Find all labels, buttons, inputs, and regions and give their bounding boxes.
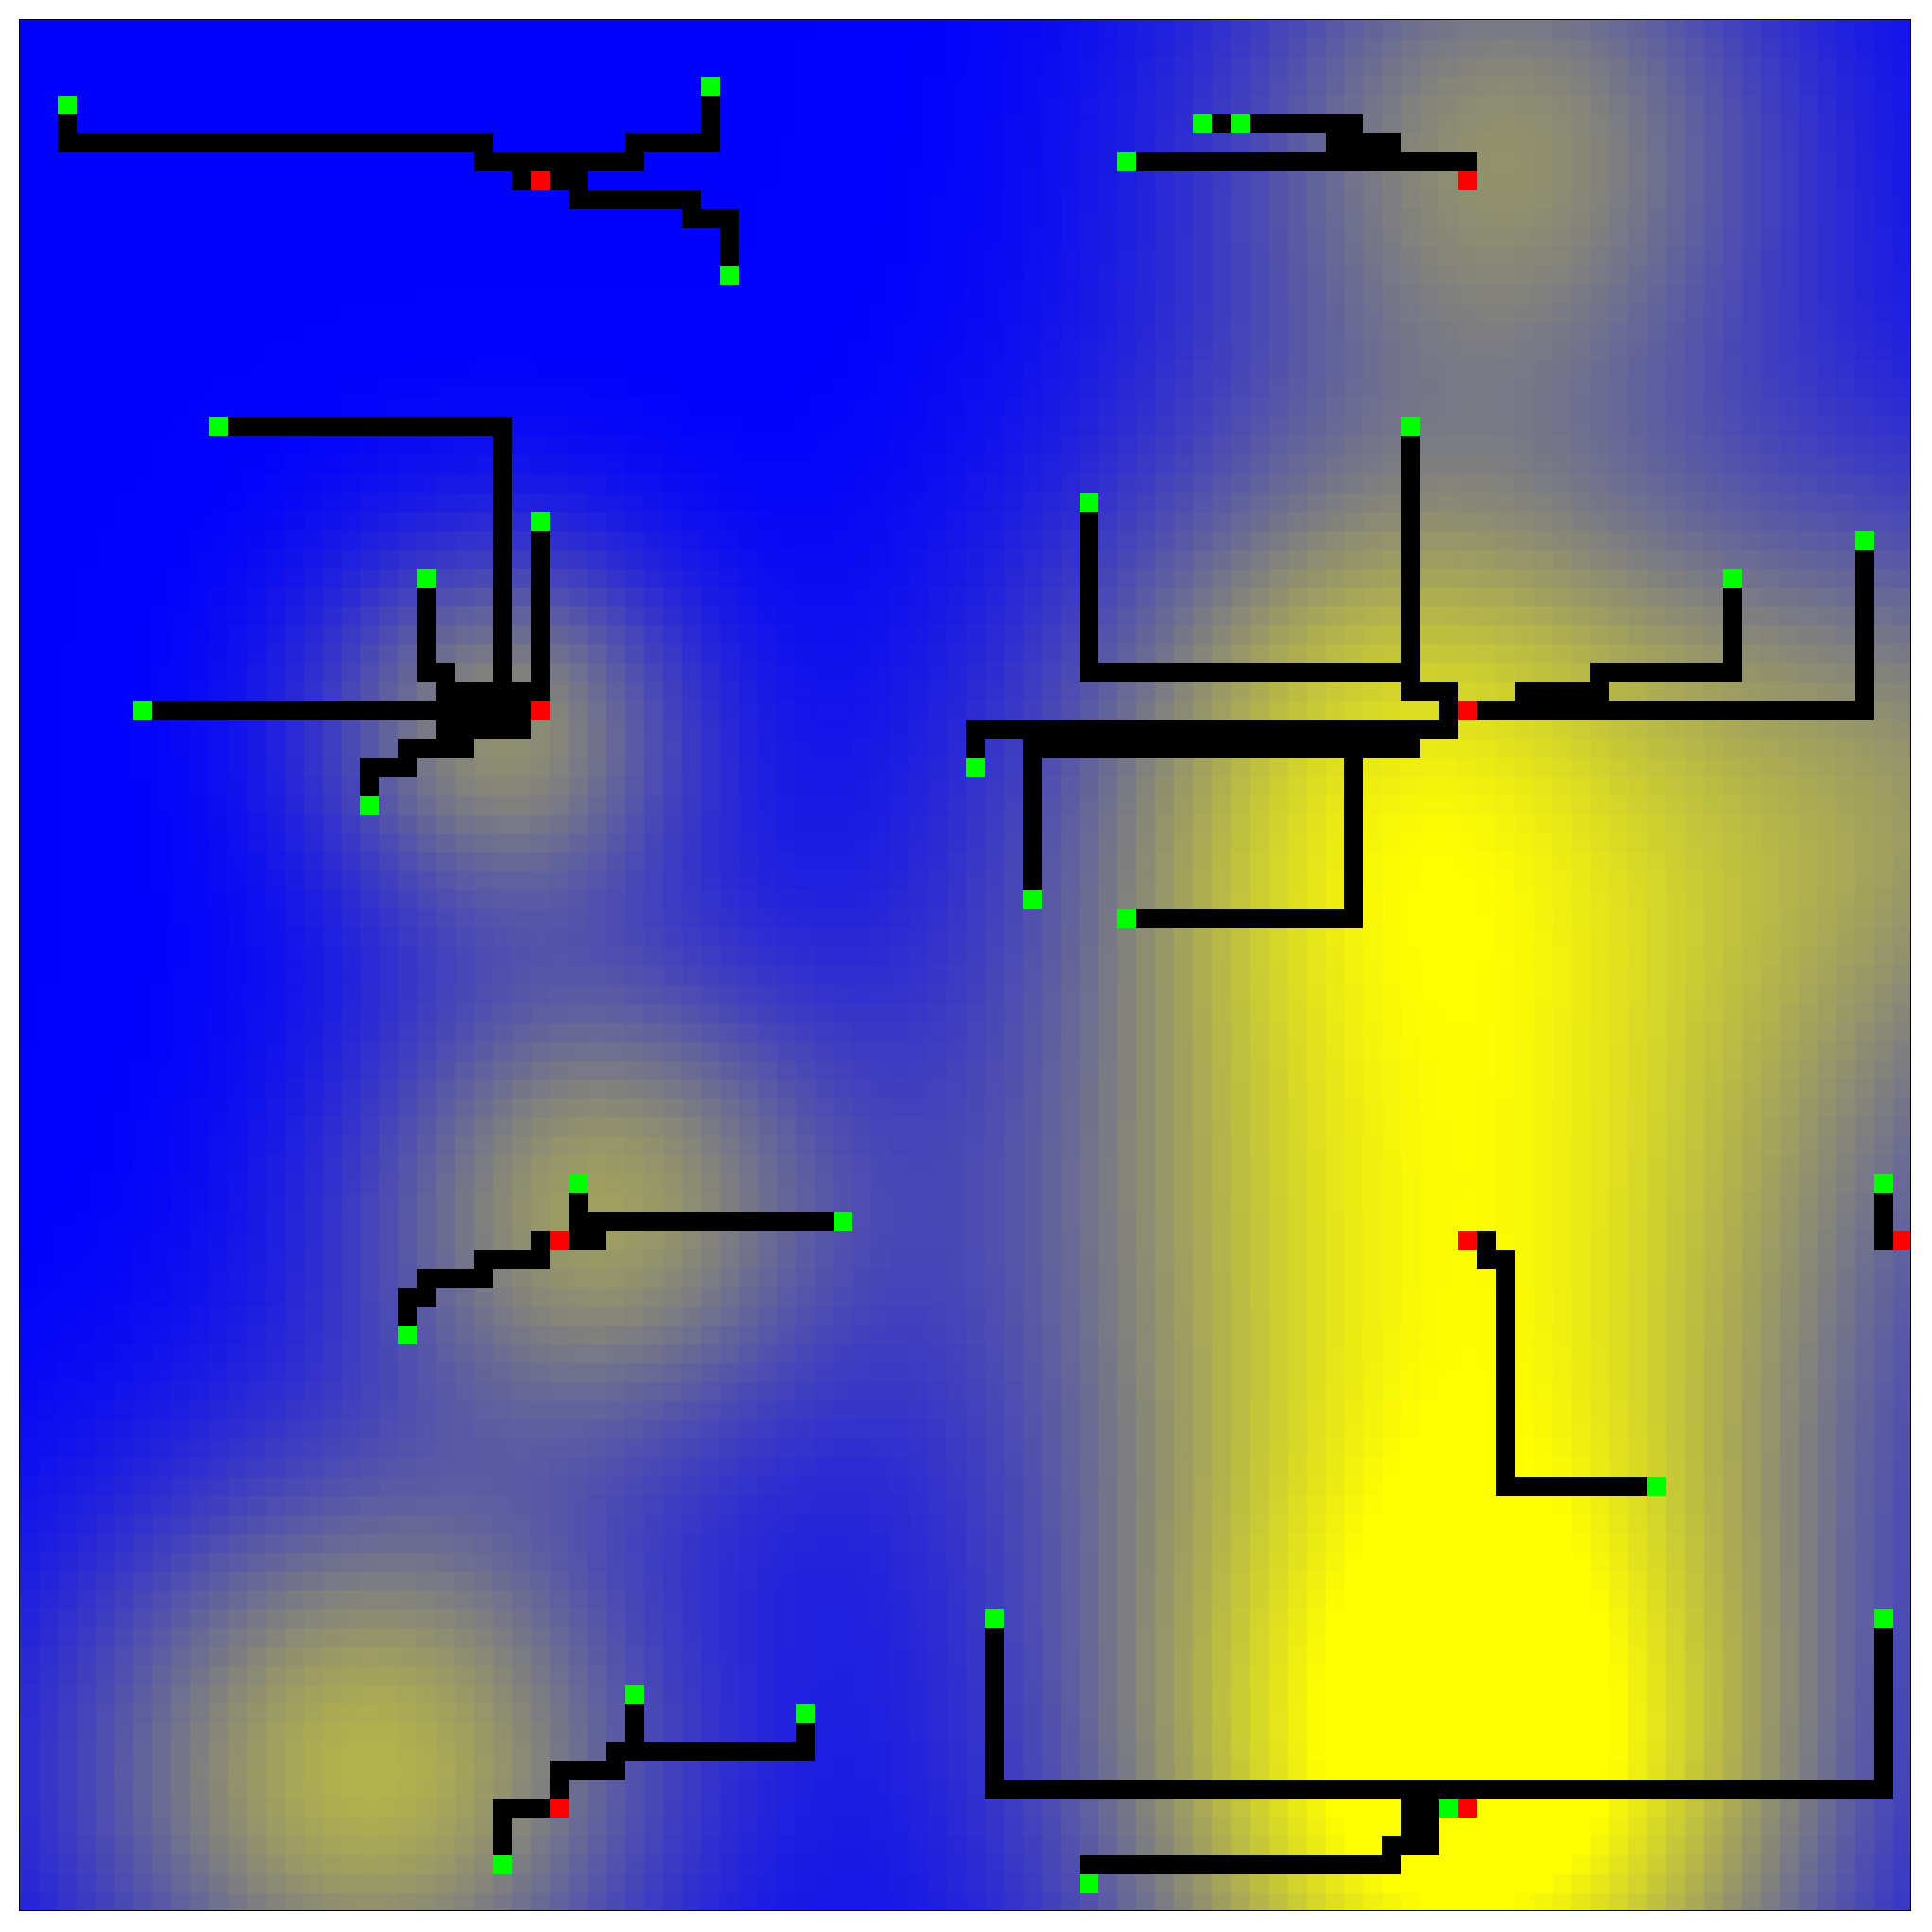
wire-segment <box>1874 1193 1893 1250</box>
wire-segment <box>1080 512 1098 682</box>
terminal-pin <box>1855 531 1874 550</box>
wire-segment <box>1136 152 1477 171</box>
wire-segment <box>1023 739 1042 890</box>
wire-segment <box>720 209 739 266</box>
wire-segment <box>58 133 493 152</box>
terminal-pin <box>1023 890 1042 909</box>
wire-segment <box>493 1799 512 1855</box>
terminal-pin <box>1193 114 1212 133</box>
wire-segment <box>1080 663 1420 682</box>
terminal-pin <box>985 1609 1004 1628</box>
source-pin <box>550 1231 569 1250</box>
terminal-pin <box>417 569 436 588</box>
wire-segment <box>985 1780 1893 1799</box>
wire-segment <box>569 190 701 209</box>
terminal-pin <box>58 96 77 114</box>
terminal-pin <box>1117 152 1136 171</box>
wire-segment <box>701 96 720 152</box>
terminal-pin <box>1401 417 1420 436</box>
wire-segment <box>512 152 531 190</box>
source-pin <box>1893 1231 1910 1250</box>
wire-segment <box>531 531 550 701</box>
terminal-pin <box>1874 1174 1893 1193</box>
wire-segment <box>474 152 644 171</box>
terminal-pin <box>493 1855 512 1874</box>
wire-segment <box>966 720 985 758</box>
wire-segment <box>1590 663 1742 682</box>
wire-segment <box>417 588 436 682</box>
wire-segment <box>1496 1477 1647 1496</box>
wire-segment <box>625 133 720 152</box>
wire-segment <box>569 1212 834 1231</box>
terminal-pin <box>133 701 152 720</box>
wire-segment <box>1344 739 1363 928</box>
net-4 <box>966 417 1874 928</box>
wire-segment <box>1401 436 1420 682</box>
terminal-pin <box>701 77 720 96</box>
routing-grid-plot <box>19 19 1911 1911</box>
wire-segment <box>1477 701 1874 720</box>
source-pin <box>1458 701 1477 720</box>
wire-segment <box>152 701 531 720</box>
terminal-pin <box>796 1704 815 1723</box>
wire-segment <box>985 1628 1004 1799</box>
terminal-pin <box>1080 1874 1098 1893</box>
net-6 <box>1458 1231 1666 1496</box>
wire-segment <box>1136 909 1363 928</box>
wire-segment <box>398 1288 417 1326</box>
net-1 <box>58 77 739 285</box>
wire-segment <box>550 1761 569 1799</box>
terminal-pin <box>1723 569 1742 588</box>
terminal-pin <box>1080 493 1098 512</box>
wire-segment <box>1855 550 1874 720</box>
wire-segment <box>966 720 1458 739</box>
net-9 <box>985 1609 1893 1893</box>
wire-segment <box>1326 133 1363 152</box>
terminal-pin <box>625 1685 644 1704</box>
source-pin <box>550 1799 569 1818</box>
wire-segment <box>436 663 455 701</box>
wire-segment <box>1496 1250 1515 1496</box>
terminal-pin <box>1231 114 1250 133</box>
terminal-pin <box>1647 1477 1666 1496</box>
net-7 <box>1874 1174 1910 1250</box>
congestion-heatmap <box>20 20 1910 1910</box>
wire-segment <box>796 1723 815 1761</box>
wire-segment <box>569 1231 606 1250</box>
routing-overlay <box>58 77 1910 1893</box>
wire-segment <box>1515 682 1609 701</box>
source-pin <box>1458 1799 1477 1818</box>
terminal-pin <box>360 796 379 815</box>
terminal-pin <box>966 758 985 777</box>
wire-segment <box>1023 739 1420 758</box>
terminal-pin <box>720 266 739 285</box>
net-2 <box>1117 114 1477 190</box>
net-5 <box>398 1174 852 1344</box>
source-pin <box>531 701 550 720</box>
wire-segment <box>606 1742 815 1761</box>
wire-segment <box>1723 588 1742 682</box>
terminal-pin <box>209 417 228 436</box>
terminal-pin <box>1874 1609 1893 1628</box>
terminal-pin <box>834 1212 852 1231</box>
source-pin <box>1458 171 1477 190</box>
wire-segment <box>360 758 379 796</box>
wire-segment <box>1874 1628 1893 1799</box>
terminal-pin <box>1117 909 1136 928</box>
terminal-pin <box>531 512 550 531</box>
wire-segment <box>493 417 512 720</box>
terminal-pin <box>1439 1799 1458 1818</box>
terminal-pin <box>569 1174 588 1193</box>
source-pin <box>1458 1231 1477 1250</box>
wire-segment <box>1080 1855 1401 1874</box>
net-3 <box>133 417 550 815</box>
terminal-pin <box>398 1326 417 1344</box>
net-8 <box>493 1685 815 1874</box>
wire-segment <box>228 417 512 436</box>
source-pin <box>531 171 550 190</box>
